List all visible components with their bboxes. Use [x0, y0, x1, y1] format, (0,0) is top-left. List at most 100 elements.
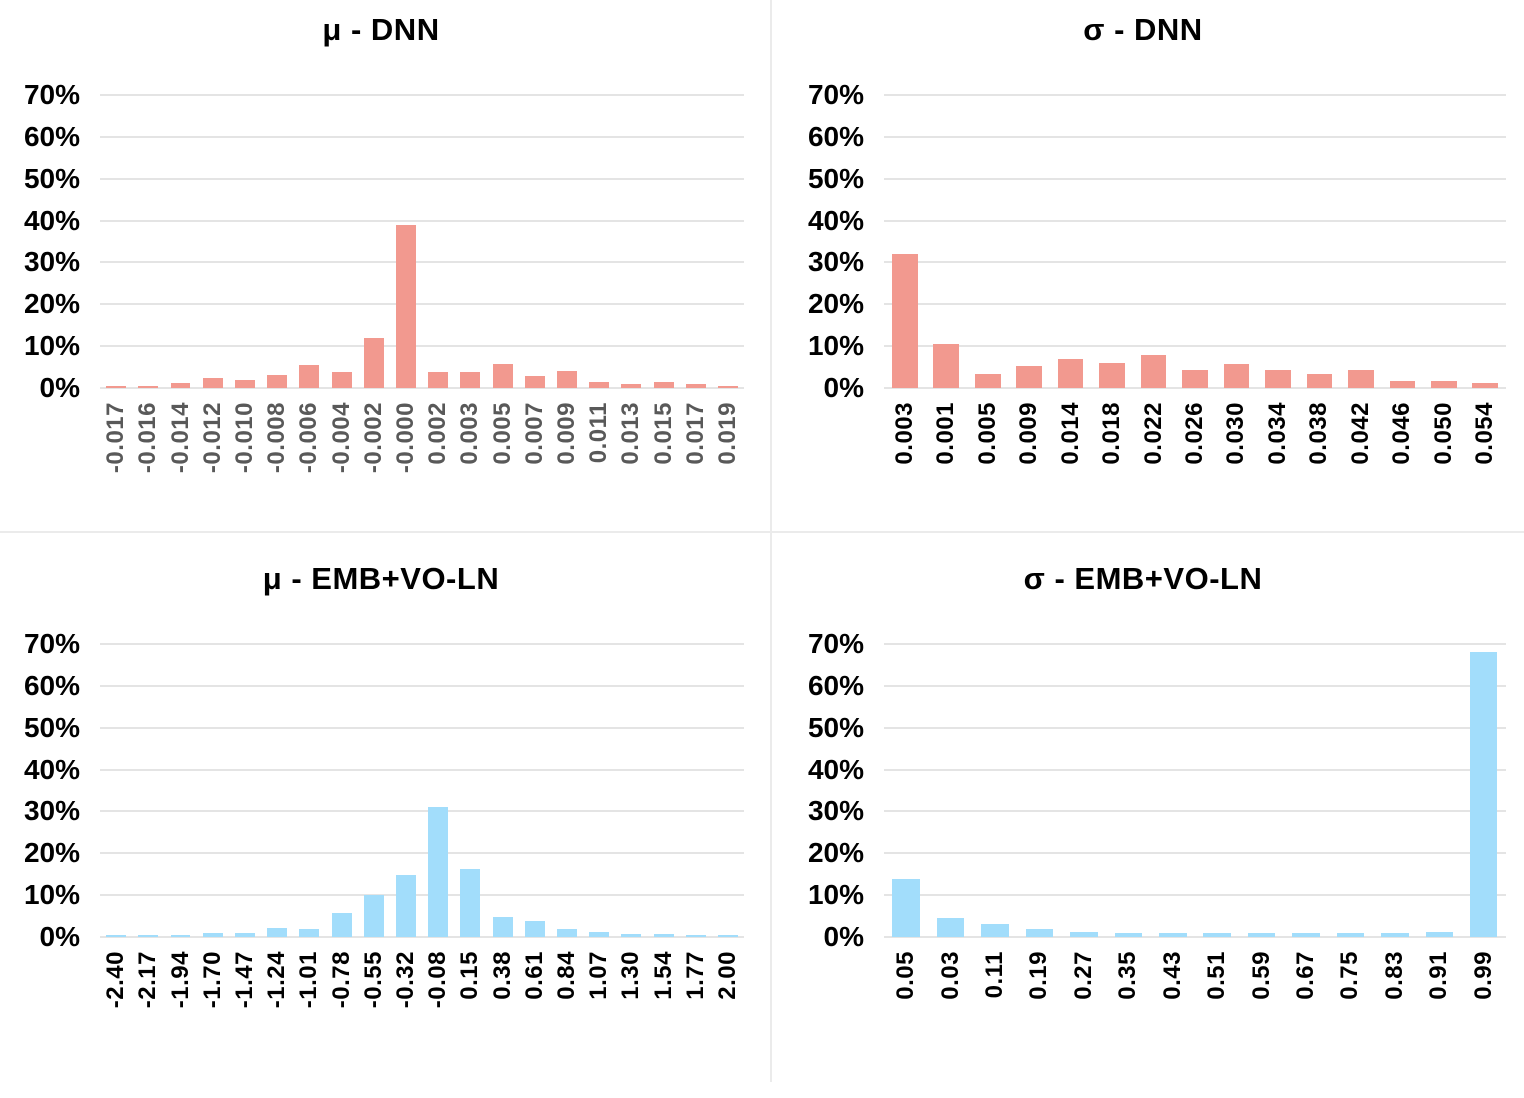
x-tick-slot: -0.008	[261, 402, 293, 542]
x-axis-tick-label: 0.005	[973, 402, 1001, 465]
plot-area	[100, 94, 744, 389]
bar-slot	[1216, 95, 1257, 388]
x-tick-slot: -1.01	[293, 951, 325, 1091]
bars-layer	[100, 95, 744, 388]
bar	[892, 879, 920, 937]
y-axis-tick-label: 10%	[23, 330, 80, 362]
y-axis-tick-label: 30%	[23, 795, 80, 827]
x-axis-tick-label: 0.03	[936, 951, 964, 1000]
gridline	[100, 303, 744, 306]
x-axis-tick-label: 0.59	[1247, 951, 1275, 1000]
bar-slot	[680, 644, 712, 937]
bar	[428, 807, 449, 937]
quadrant-divider-horizontal	[0, 531, 1524, 533]
gridline	[100, 768, 744, 771]
bar-slot	[1091, 95, 1132, 388]
x-axis-tick-label: 0.042	[1346, 402, 1374, 465]
bar	[589, 931, 610, 937]
plot-area	[100, 643, 744, 938]
x-axis-tick-label: 0.83	[1380, 951, 1408, 1000]
gridline	[884, 768, 1506, 771]
x-tick-slot: -0.000	[390, 402, 422, 542]
x-axis-tick-label: 0.007	[520, 402, 548, 465]
x-tick-slot: 1.77	[680, 951, 712, 1091]
y-axis-tick-label: 60%	[807, 669, 864, 701]
gridline	[884, 936, 1506, 938]
bar-slot	[1062, 644, 1106, 937]
bar-slot	[261, 644, 293, 937]
x-axis-tick-label: -0.008	[263, 402, 291, 474]
bar-slot	[551, 644, 583, 937]
gridline	[884, 94, 1506, 96]
x-tick-slot: 0.001	[925, 402, 966, 542]
x-axis-tick-label: 0.034	[1263, 402, 1291, 465]
x-tick-slot: 0.018	[1091, 402, 1132, 542]
x-axis-tick-label: 0.026	[1181, 402, 1209, 465]
bar	[106, 934, 127, 937]
bar-slot	[197, 95, 229, 388]
x-tick-slot: 0.050	[1423, 402, 1464, 542]
x-axis-tick-label: 2.00	[713, 951, 741, 1000]
bar	[1140, 355, 1167, 388]
bar-slot	[680, 95, 712, 388]
gridline	[884, 894, 1506, 897]
x-tick-slot: 0.05	[884, 951, 928, 1091]
bar-slot	[1151, 644, 1195, 937]
bar-slot	[197, 644, 229, 937]
bar	[1247, 932, 1276, 937]
plot-area	[884, 643, 1506, 938]
bars-layer	[100, 644, 744, 937]
x-tick-slot: -0.014	[164, 402, 196, 542]
gridline	[100, 894, 744, 897]
bar	[234, 932, 255, 937]
x-tick-slot: 0.002	[422, 402, 454, 542]
x-tick-slot: 0.003	[884, 402, 925, 542]
y-axis-tick-label: 70%	[23, 628, 80, 659]
bar	[621, 934, 642, 937]
x-tick-slot: 0.61	[519, 951, 551, 1091]
bar-slot	[132, 644, 164, 937]
x-axis-tick-label: 0.014	[1056, 402, 1084, 465]
bar	[267, 374, 288, 388]
x-tick-slot: 0.019	[712, 402, 744, 542]
bar-slot	[1050, 95, 1091, 388]
x-tick-slot: 0.003	[454, 402, 486, 542]
gridline	[884, 261, 1506, 264]
bar-slot	[358, 95, 390, 388]
x-tick-slot: -0.08	[422, 951, 454, 1091]
bar-slot	[390, 644, 422, 937]
x-axis-tick-label: 1.07	[585, 951, 613, 1000]
bar	[428, 372, 449, 388]
bar	[202, 378, 223, 388]
x-axis-tick-label: -0.000	[391, 402, 419, 474]
x-axis-tick-label: 0.017	[681, 402, 709, 465]
y-axis-tick-label: 20%	[807, 288, 864, 320]
x-axis-tick-label: 0.003	[456, 402, 484, 465]
bar	[933, 344, 960, 388]
bar-slot	[928, 644, 972, 937]
x-axis: -2.40 -2.17 -1.94 -1.70 -1.47 -1.24 -1.01 -0.78…	[100, 951, 744, 1091]
bar	[363, 895, 384, 937]
bar-slot	[1008, 95, 1049, 388]
bar-slot	[1133, 95, 1174, 388]
x-tick-slot: 0.009	[1008, 402, 1049, 542]
y-axis-tick-label: 50%	[23, 711, 80, 743]
bar	[460, 372, 481, 388]
bar	[1292, 933, 1320, 937]
bar-slot	[1340, 95, 1381, 388]
bar-slot	[519, 95, 551, 388]
x-tick-slot: 0.84	[551, 951, 583, 1091]
x-tick-slot: -1.94	[164, 951, 196, 1091]
x-axis-tick-label: -0.55	[359, 951, 387, 1009]
bar	[974, 374, 1001, 388]
y-axis-tick-label: 30%	[807, 246, 864, 278]
gridline	[884, 726, 1506, 729]
x-tick-slot: 0.43	[1151, 951, 1195, 1091]
y-axis-tick-label: 50%	[23, 162, 80, 194]
bar-slot	[647, 95, 679, 388]
x-axis-tick-label: 0.11	[981, 951, 1009, 999]
y-axis-tick-label: 20%	[807, 837, 864, 869]
x-axis-tick-label: 0.43	[1158, 951, 1186, 1000]
x-axis-tick-label: 0.002	[424, 402, 452, 465]
bar-slot	[422, 644, 454, 937]
